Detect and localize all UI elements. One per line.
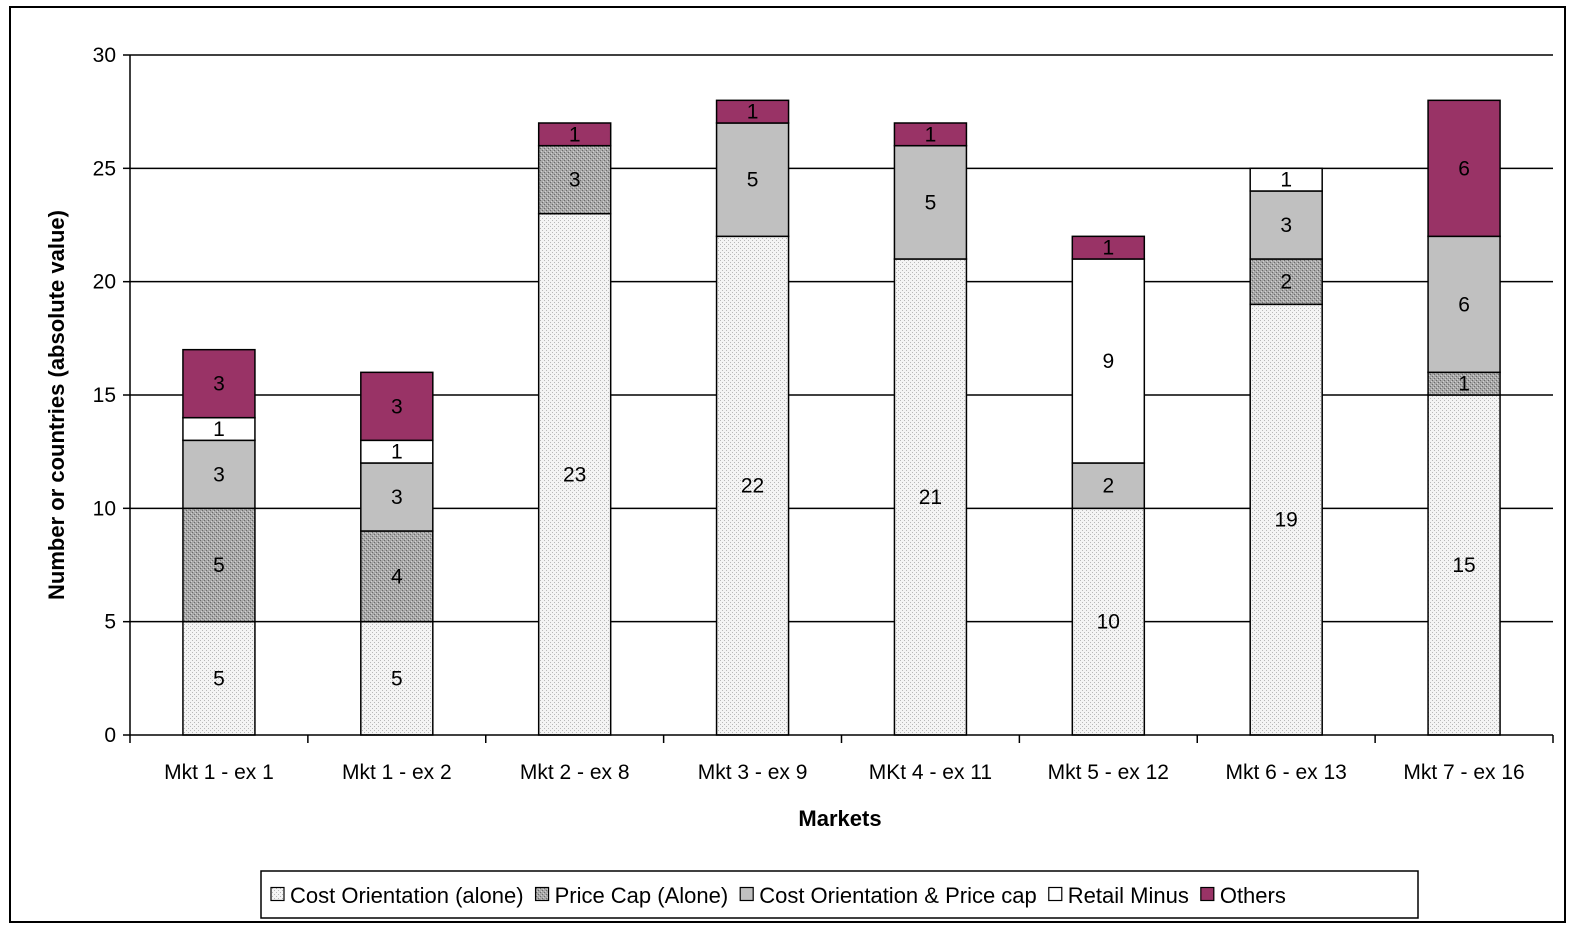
- y-tick-label-30: 30: [93, 44, 116, 67]
- data-label-price-cap-alone-mkt-7-ex-16: 1: [1458, 373, 1470, 396]
- data-label-cost-orientation-alone-mkt-5-ex-12: 10: [1097, 611, 1120, 634]
- legend-swatch-cost-orientation-price-cap: [739, 886, 754, 902]
- data-label-cost-orientation-price-cap-mkt-4-ex-11: 5: [925, 191, 937, 214]
- data-label-cost-orientation-price-cap-mkt-6-ex-13: 3: [1280, 214, 1292, 237]
- data-label-cost-orientation-price-cap-mkt-1-ex-2: 3: [391, 486, 403, 509]
- data-label-cost-orientation-alone-mkt-1-ex-2: 5: [391, 667, 403, 690]
- bar-cost-orientation-price-cap-mkt-5-ex-12: [1071, 462, 1146, 510]
- data-label-cost-orientation-alone-mkt-4-ex-11: 21: [919, 486, 942, 509]
- bar-price-cap-alone-mkt-2-ex-8: [537, 144, 612, 215]
- legend-swatch-others: [1200, 886, 1215, 902]
- bar-cost-orientation-alone-mkt-2-ex-8: [537, 212, 612, 736]
- bar-cost-orientation-alone-mkt-5-ex-12: [1071, 507, 1146, 736]
- bar-retail-minus-mkt-5-ex-12: [1071, 258, 1146, 464]
- x-tick-label-mkt-3-ex-9: Mkt 3 - ex 9: [698, 761, 808, 784]
- legend-label-retail-minus: Retail Minus: [1068, 883, 1189, 908]
- bar-cost-orientation-alone-mkt-7-ex-16: [1427, 394, 1501, 736]
- data-label-others-mkt-2-ex-8: 1: [569, 123, 581, 146]
- y-tick-label-5: 5: [104, 611, 116, 634]
- x-tick-label-mkt-2-ex-8: Mkt 2 - ex 8: [520, 761, 630, 784]
- data-label-cost-orientation-price-cap-mkt-5-ex-12: 2: [1102, 475, 1114, 498]
- legend-label-price-cap-alone: Price Cap (Alone): [555, 883, 729, 908]
- bars: [182, 99, 1501, 736]
- x-tick-label-mkt-7-ex-16: Mkt 7 - ex 16: [1403, 761, 1524, 784]
- y-tick-label-25: 25: [93, 157, 116, 180]
- data-label-others-mkt-3-ex-9: 1: [747, 101, 759, 124]
- data-label-retail-minus-mkt-6-ex-13: 1: [1280, 169, 1292, 192]
- data-label-price-cap-alone-mkt-1-ex-2: 4: [391, 565, 403, 588]
- bar-others-mkt-1-ex-1: [182, 348, 256, 419]
- bar-price-cap-alone-mkt-6-ex-13: [1249, 258, 1323, 306]
- x-tick-label-mkt-6-ex-13: Mkt 6 - ex 13: [1225, 761, 1346, 784]
- bar-cost-orientation-alone-mkt-1-ex-2: [360, 620, 434, 736]
- x-tick-label-mkt-5-ex-12: Mkt 5 - ex 12: [1048, 761, 1169, 784]
- legend-label-cost-orientation-price-cap: Cost Orientation & Price cap: [759, 883, 1037, 908]
- bar-cost-orientation-price-cap-mkt-3-ex-9: [715, 122, 790, 238]
- bar-cost-orientation-alone-mkt-3-ex-9: [715, 235, 790, 736]
- data-label-cost-orientation-price-cap-mkt-1-ex-1: 3: [213, 463, 225, 486]
- bar-others-mkt-7-ex-16: [1427, 99, 1501, 238]
- bar-cost-orientation-price-cap-mkt-4-ex-11: [893, 144, 968, 260]
- legend: Cost Orientation (alone) Price Cap (Alone…: [260, 870, 1419, 919]
- y-tick-label-15: 15: [93, 384, 116, 407]
- data-label-price-cap-alone-mkt-2-ex-8: 3: [569, 169, 581, 192]
- bar-others-mkt-1-ex-2: [360, 371, 434, 442]
- data-label-cost-orientation-alone-mkt-7-ex-16: 15: [1452, 554, 1475, 577]
- legend-box: [260, 870, 1419, 919]
- x-tick-label-mkt-1-ex-1: Mkt 1 - ex 1: [164, 761, 274, 784]
- data-label-retail-minus-mkt-1-ex-2: 1: [391, 441, 403, 464]
- x-axis-title: Markets: [798, 806, 881, 831]
- data-label-retail-minus-mkt-1-ex-1: 1: [213, 418, 225, 441]
- data-label-cost-orientation-alone-mkt-6-ex-13: 19: [1275, 509, 1298, 532]
- data-label-cost-orientation-price-cap-mkt-3-ex-9: 5: [747, 169, 759, 192]
- bar-others-mkt-3-ex-9: [715, 99, 790, 124]
- bar-cost-orientation-alone-mkt-1-ex-1: [182, 620, 256, 736]
- bar-price-cap-alone-mkt-1-ex-1: [182, 507, 256, 623]
- data-label-others-mkt-7-ex-16: 6: [1458, 157, 1470, 180]
- y-tick-label-0: 0: [104, 724, 116, 747]
- bar-others-mkt-5-ex-12: [1071, 235, 1146, 260]
- bar-cost-orientation-alone-mkt-4-ex-11: [893, 258, 968, 736]
- data-label-others-mkt-1-ex-1: 3: [213, 373, 225, 396]
- data-label-cost-orientation-price-cap-mkt-7-ex-16: 6: [1458, 293, 1470, 316]
- bar-others-mkt-4-ex-11: [893, 122, 968, 147]
- data-label-cost-orientation-alone-mkt-1-ex-1: 5: [213, 667, 225, 690]
- y-tick-label-20: 20: [93, 271, 116, 294]
- bar-retail-minus-mkt-6-ex-13: [1249, 167, 1323, 192]
- y-tick-label-10: 10: [93, 497, 116, 520]
- legend-swatch-cost-orientation-alone: [270, 886, 285, 902]
- y-axis-title: Number or countries (absolute value): [44, 210, 69, 600]
- bar-cost-orientation-price-cap-mkt-1-ex-2: [360, 462, 434, 532]
- x-tick-label-mkt-1-ex-2: Mkt 1 - ex 2: [342, 761, 452, 784]
- data-label-price-cap-alone-mkt-1-ex-1: 5: [213, 554, 225, 577]
- data-label-price-cap-alone-mkt-6-ex-13: 2: [1280, 271, 1292, 294]
- legend-label-cost-orientation-alone: Cost Orientation (alone): [290, 883, 524, 908]
- data-label-others-mkt-1-ex-2: 3: [391, 395, 403, 418]
- bar-others-mkt-2-ex-8: [537, 122, 612, 147]
- bar-cost-orientation-alone-mkt-6-ex-13: [1249, 303, 1323, 736]
- data-label-cost-orientation-alone-mkt-2-ex-8: 23: [563, 463, 586, 486]
- x-tick-label-mkt-4-ex-11: MKt 4 - ex 11: [869, 761, 992, 784]
- legend-swatch-price-cap-alone: [534, 886, 550, 902]
- data-label-others-mkt-4-ex-11: 1: [925, 123, 937, 146]
- data-label-others-mkt-5-ex-12: 1: [1102, 237, 1114, 260]
- legend-label-others: Others: [1220, 883, 1286, 908]
- legend-swatch-retail-minus: [1048, 886, 1063, 902]
- data-label-cost-orientation-alone-mkt-3-ex-9: 22: [741, 475, 764, 498]
- data-label-retail-minus-mkt-5-ex-12: 9: [1102, 350, 1114, 373]
